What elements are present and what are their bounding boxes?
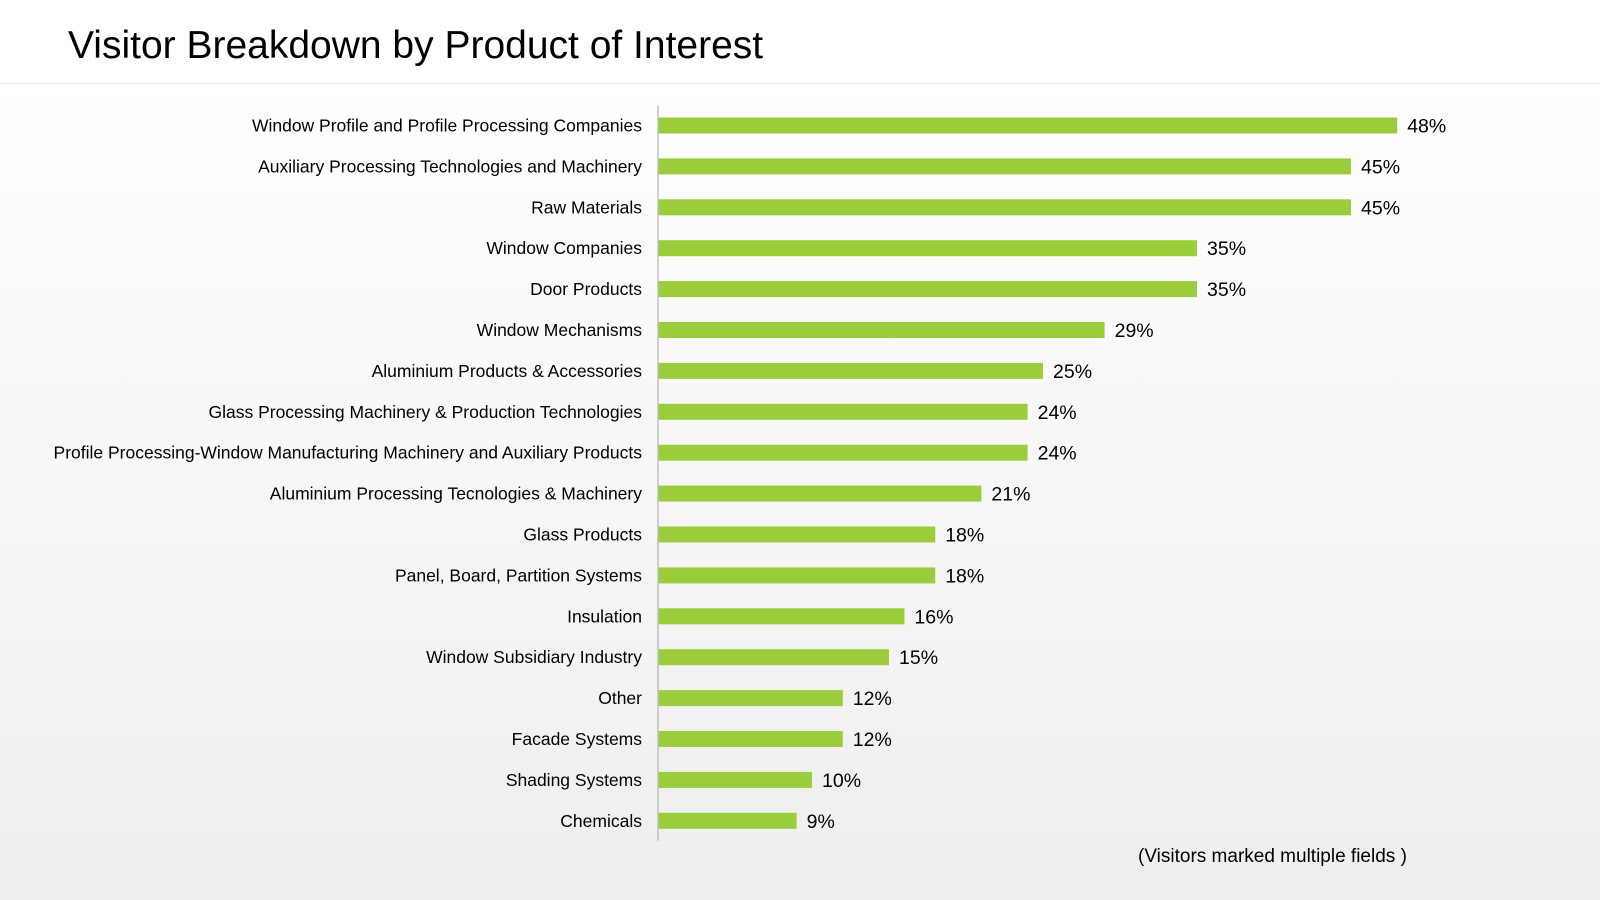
bars bbox=[658, 117, 1398, 829]
bar bbox=[658, 362, 1043, 379]
category-label: Auxiliary Processing Technologies and Ma… bbox=[258, 156, 642, 176]
data-label: 35% bbox=[1207, 238, 1246, 260]
page-title: Visitor Breakdown by Product of Interest bbox=[68, 24, 764, 67]
category-label: Window Subsidiary Industry bbox=[426, 647, 642, 667]
bar bbox=[658, 281, 1197, 298]
data-label: 15% bbox=[899, 647, 938, 669]
category-label: Profile Processing-Window Manufacturing … bbox=[54, 443, 643, 463]
category-label: Facade Systems bbox=[512, 729, 643, 749]
footnote: (Visitors marked multiple fields ) bbox=[1138, 846, 1407, 867]
bar bbox=[658, 771, 812, 788]
data-label: 24% bbox=[1038, 443, 1077, 465]
data-label: 10% bbox=[822, 770, 861, 792]
category-label: Glass Products bbox=[523, 525, 642, 545]
bar bbox=[658, 608, 905, 625]
data-label: 16% bbox=[914, 606, 953, 628]
bar bbox=[658, 403, 1028, 420]
bar bbox=[658, 567, 936, 584]
category-label: Window Profile and Profile Processing Co… bbox=[252, 116, 642, 136]
data-label: 45% bbox=[1361, 197, 1400, 219]
data-label: 25% bbox=[1053, 361, 1092, 383]
category-label: Other bbox=[598, 688, 642, 708]
category-label: Panel, Board, Partition Systems bbox=[395, 565, 642, 585]
category-label: Glass Processing Machinery & Production … bbox=[208, 402, 642, 422]
data-label: 21% bbox=[991, 484, 1030, 506]
category-label: Chemicals bbox=[560, 811, 642, 831]
data-label: 18% bbox=[945, 565, 984, 587]
category-label: Raw Materials bbox=[531, 197, 642, 217]
bar bbox=[658, 731, 843, 747]
bar bbox=[658, 322, 1105, 338]
data-label: 24% bbox=[1038, 402, 1077, 424]
category-labels: Window Profile and Profile Processing Co… bbox=[54, 116, 643, 831]
data-label: 29% bbox=[1115, 320, 1154, 342]
data-label: 45% bbox=[1361, 156, 1400, 178]
category-label: Aluminium Processing Tecnologies & Machi… bbox=[270, 484, 642, 504]
category-label: Shading Systems bbox=[506, 770, 642, 790]
bar bbox=[658, 444, 1028, 461]
category-label: Window Mechanisms bbox=[477, 320, 643, 340]
bar bbox=[658, 485, 982, 502]
data-label: 18% bbox=[945, 525, 984, 547]
data-label: 12% bbox=[853, 688, 892, 710]
bar bbox=[658, 649, 889, 666]
category-label: Aluminium Products & Accessories bbox=[372, 361, 643, 381]
category-label: Window Companies bbox=[486, 238, 642, 258]
data-label: 35% bbox=[1207, 279, 1246, 301]
bar bbox=[658, 690, 843, 707]
title-bar: Visitor Breakdown by Product of Interest bbox=[0, 0, 1600, 84]
bar bbox=[658, 199, 1351, 216]
bar bbox=[658, 526, 936, 543]
bar bbox=[658, 117, 1398, 134]
category-label: Door Products bbox=[530, 279, 642, 299]
bar bbox=[658, 240, 1197, 257]
data-label: 9% bbox=[807, 811, 835, 833]
category-label: Insulation bbox=[567, 606, 642, 626]
data-label: 48% bbox=[1407, 116, 1446, 138]
data-labels: 48% 45% 45% 35% 35% 29% 25% 24% 24% 21% 18% 18% 16% 1… bbox=[807, 116, 1447, 833]
data-label: 12% bbox=[853, 729, 892, 751]
bar bbox=[658, 812, 797, 829]
bar bbox=[658, 158, 1351, 175]
